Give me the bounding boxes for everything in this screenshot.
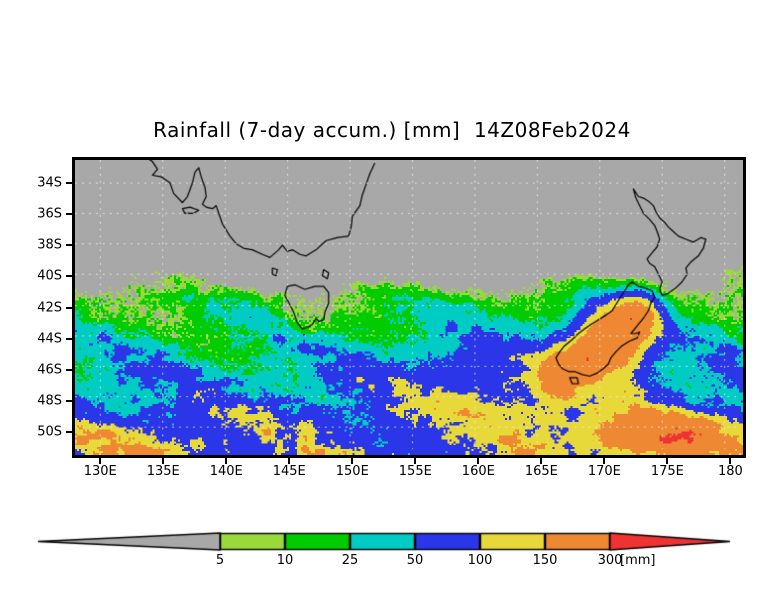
y-tick-label: 40S [37,268,62,284]
x-tick-mark [729,458,732,464]
x-tick-label: 180 [717,464,743,479]
y-tick-label: 44S [37,331,62,347]
map-plot-area [72,157,746,458]
x-tick-mark [477,458,480,464]
x-tick-label: 165E [524,464,558,479]
map-plot-inner [75,160,743,455]
x-tick-label: 145E [272,464,306,479]
y-tick-mark [66,275,72,278]
x-tick-mark [414,458,417,464]
colorbar-tick-label: 100 [467,553,493,568]
colorbar-unit-label: [mm] [620,553,656,568]
x-tick-label: 140E [209,464,243,479]
x-tick-mark [225,458,228,464]
x-tick-label: 170E [587,464,621,479]
x-tick-mark [666,458,669,464]
x-tick-mark [99,458,102,464]
x-tick-label: 130E [83,464,117,479]
y-tick-label: 46S [37,362,62,378]
x-tick-label: 135E [146,464,180,479]
colorbar: 5 10 25 50 100 150 300 [mm] [0,525,784,585]
y-tick-label: 36S [37,206,62,222]
x-tick-label: 155E [398,464,432,479]
colorbar-tick-label: 300 [597,553,623,568]
y-tick-mark [66,244,72,247]
colorbar-tick-label: 50 [406,553,424,568]
colorbar-tick-label: 150 [532,553,558,568]
y-tick-mark [66,182,72,185]
colorbar-tick-label: 25 [341,553,359,568]
y-tick-label: 50S [37,424,62,440]
y-tick-mark [66,430,72,433]
y-tick-mark [66,399,72,402]
x-tick-mark [162,458,165,464]
x-tick-label: 150E [335,464,369,479]
colorbar-tick-label: 10 [276,553,294,568]
y-tick-mark [66,213,72,216]
x-tick-mark [288,458,291,464]
y-tick-label: 42S [37,300,62,315]
x-tick-mark [351,458,354,464]
y-tick-label: 34S [37,175,62,191]
x-tick-mark [540,458,543,464]
y-tick-mark [66,337,72,340]
y-tick-mark [66,306,72,309]
y-tick-label: 38S [37,237,62,253]
gridline-overlay [75,160,743,455]
y-tick-mark [66,368,72,371]
x-tick-label: 160E [461,464,495,479]
colorbar-tick-label: 5 [215,553,225,568]
x-tick-mark [603,458,606,464]
y-tick-label: 48S [37,393,62,409]
colorbar-swatches [0,525,784,561]
x-tick-label: 175E [650,464,684,479]
page-title: Rainfall (7-day accum.) [mm] 14Z08Feb202… [153,118,631,142]
